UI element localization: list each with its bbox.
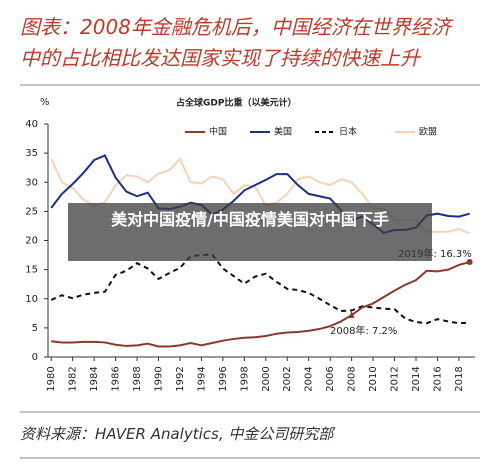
x-tick-label: 2008: [347, 366, 358, 391]
title-line: 中的占比相比发达国家实现了持续的快速上升: [20, 46, 420, 70]
x-tick-label: 2006: [325, 366, 336, 391]
x-tick-label: 1982: [68, 366, 79, 391]
point-marker: [348, 311, 355, 319]
header-title: 图表：2008年金融危机后，中国经济在世界经济 中的占比相比发达国家实现了持续的…: [20, 12, 451, 74]
legend-label: 欧盟: [419, 126, 437, 138]
y-tick-label: 35: [25, 148, 38, 159]
line-series: [51, 261, 470, 348]
chart-title: 占全球GDP比重（以美元计）: [176, 97, 296, 109]
legend-label: 中国: [209, 126, 227, 138]
x-tick-label: 2018: [454, 366, 465, 391]
x-tick-label: 2002: [282, 366, 293, 391]
y-tick-label: 30: [25, 177, 38, 188]
x-tick-label: 1986: [111, 366, 122, 391]
annotation: 2008年: 7.2%: [330, 324, 397, 337]
x-tick-label: 1988: [132, 366, 143, 391]
overlay-banner: 美对中国疫情/中国疫情美国对中国下手: [68, 203, 432, 261]
x-tick-label: 1990: [154, 366, 165, 391]
y-tick-label: 0: [32, 352, 38, 363]
point-marker: [466, 259, 473, 266]
x-tick-label: 1996: [218, 366, 229, 391]
x-tick-label: 1984: [89, 366, 100, 391]
x-tick-label: 2016: [432, 366, 443, 391]
source: 资料来源：HAVER Analytics, 中金公司研究部: [20, 425, 334, 443]
x-tick-label: 2000: [261, 366, 272, 391]
x-tick-label: 2004: [304, 366, 315, 391]
line-series: [50, 253, 470, 325]
x-tick-label: 2012: [390, 366, 401, 391]
legend-label: 美国: [274, 126, 292, 138]
y-tick-label: 15: [25, 265, 38, 276]
x-tick-label: 2010: [368, 366, 379, 391]
y-tick-label: 40: [25, 119, 38, 130]
y-tick-label: 5: [32, 323, 38, 334]
y-tick-label: 25: [25, 206, 38, 217]
legend-label: 日本: [339, 126, 357, 138]
x-tick-label: 1980: [46, 366, 57, 391]
x-tick-label: 1992: [175, 366, 186, 391]
x-tick-label: 2014: [411, 366, 422, 391]
y-tick-label: 10: [25, 294, 38, 305]
y-axis-label: %: [40, 97, 50, 108]
x-tick-label: 1994: [196, 366, 207, 391]
x-tick-label: 1998: [239, 366, 250, 391]
title-line: 图表：2008年金融危机后，中国经济在世界经济: [20, 15, 451, 39]
y-tick-label: 20: [25, 236, 38, 247]
